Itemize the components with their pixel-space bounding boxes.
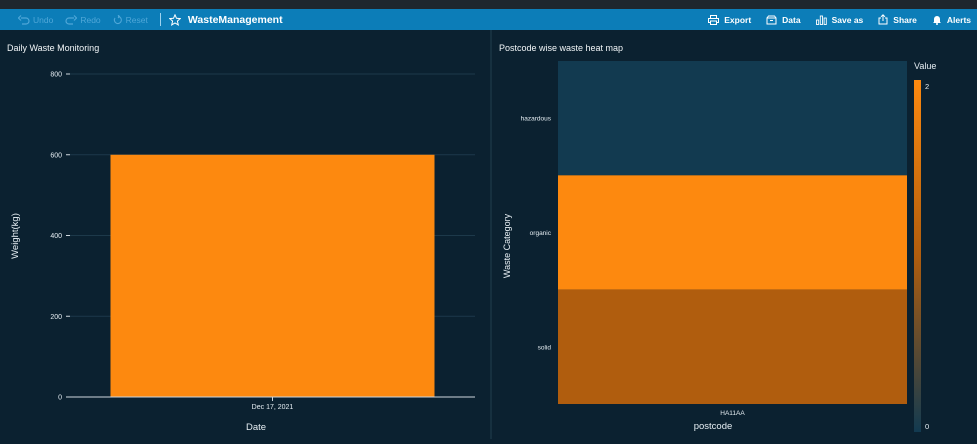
save-as-label: Save as xyxy=(831,14,864,25)
reset-label: Reset xyxy=(125,14,148,25)
reset-icon xyxy=(113,14,122,24)
y-tick-label: 0 xyxy=(58,395,62,402)
toolbar: Undo Redo Reset WasteManagement xyxy=(0,9,977,30)
export-label: Export xyxy=(724,14,752,25)
bar-chart-title: Daily Waste Monitoring xyxy=(7,43,100,53)
heatmap-y-tick-label: solid xyxy=(538,344,552,351)
heatmap-cell[interactable] xyxy=(558,175,907,290)
heatmap-x-axis-label: postcode xyxy=(694,421,733,432)
undo-icon xyxy=(18,14,30,25)
y-tick-label: 400 xyxy=(50,233,62,240)
window-top-strip xyxy=(0,0,977,9)
printer-icon xyxy=(708,14,720,25)
app-title: WasteManagement xyxy=(187,13,283,26)
heatmap-chart: hazardous organic solid HA11AA postcode Was… xyxy=(502,61,936,432)
y-tick-label: 600 xyxy=(50,152,62,159)
colorbar xyxy=(914,80,921,432)
y-tick-label: 800 xyxy=(50,72,62,79)
favorite-star-icon[interactable] xyxy=(168,13,181,26)
y-tick-label: 200 xyxy=(50,314,62,321)
heatmap-y-tick-label: hazardous xyxy=(521,116,552,123)
heatmap-cell[interactable] xyxy=(558,61,907,176)
daily-waste-panel: Daily Waste Monitoring 0 200 400 600 800 Dec … xyxy=(0,30,490,439)
heatmap-cell[interactable] xyxy=(558,289,907,404)
bar[interactable] xyxy=(110,154,435,397)
heatmap-title: Postcode wise waste heat map xyxy=(499,43,624,53)
export-button[interactable]: Export xyxy=(708,14,752,25)
heatmap-panel: Postcode wise waste heat map hazardous or… xyxy=(492,30,977,439)
undo-label: Undo xyxy=(33,14,54,25)
bar-chart: 0 200 400 600 800 Dec 17, 2021 Date Weight(kg… xyxy=(10,72,475,433)
reset-button[interactable]: Reset xyxy=(113,9,148,30)
toolbar-separator xyxy=(159,13,161,26)
undo-button[interactable]: Undo xyxy=(18,9,53,30)
x-axis-label: Date xyxy=(246,422,266,433)
redo-icon xyxy=(65,14,78,25)
colorbar-min-label: 0 xyxy=(925,422,929,431)
share-button[interactable]: Share xyxy=(878,14,917,25)
save-as-button[interactable]: Save as xyxy=(815,14,864,25)
heatmap-x-tick-label: HA11AA xyxy=(720,410,745,417)
redo-button[interactable]: Redo xyxy=(65,9,101,30)
panel-divider xyxy=(490,30,492,439)
colorbar-max-label: 2 xyxy=(925,82,929,91)
data-label: Data xyxy=(782,14,801,25)
data-button[interactable]: Data xyxy=(766,14,801,25)
redo-label: Redo xyxy=(80,14,101,25)
y-axis-label: Weight(kg) xyxy=(10,213,21,259)
bar-chart-icon xyxy=(815,15,827,25)
alerts-label: Alerts xyxy=(946,14,971,25)
share-label: Share xyxy=(893,14,917,25)
x-tick-label: Dec 17, 2021 xyxy=(252,404,294,411)
heatmap-y-tick-label: organic xyxy=(530,230,552,237)
alerts-button[interactable]: Alerts xyxy=(932,14,971,25)
heatmap-y-axis-label: Waste Category xyxy=(502,213,512,278)
colorbar-label: Value xyxy=(914,61,936,71)
share-icon xyxy=(878,14,888,25)
database-icon xyxy=(766,15,777,24)
bell-icon xyxy=(932,16,941,25)
